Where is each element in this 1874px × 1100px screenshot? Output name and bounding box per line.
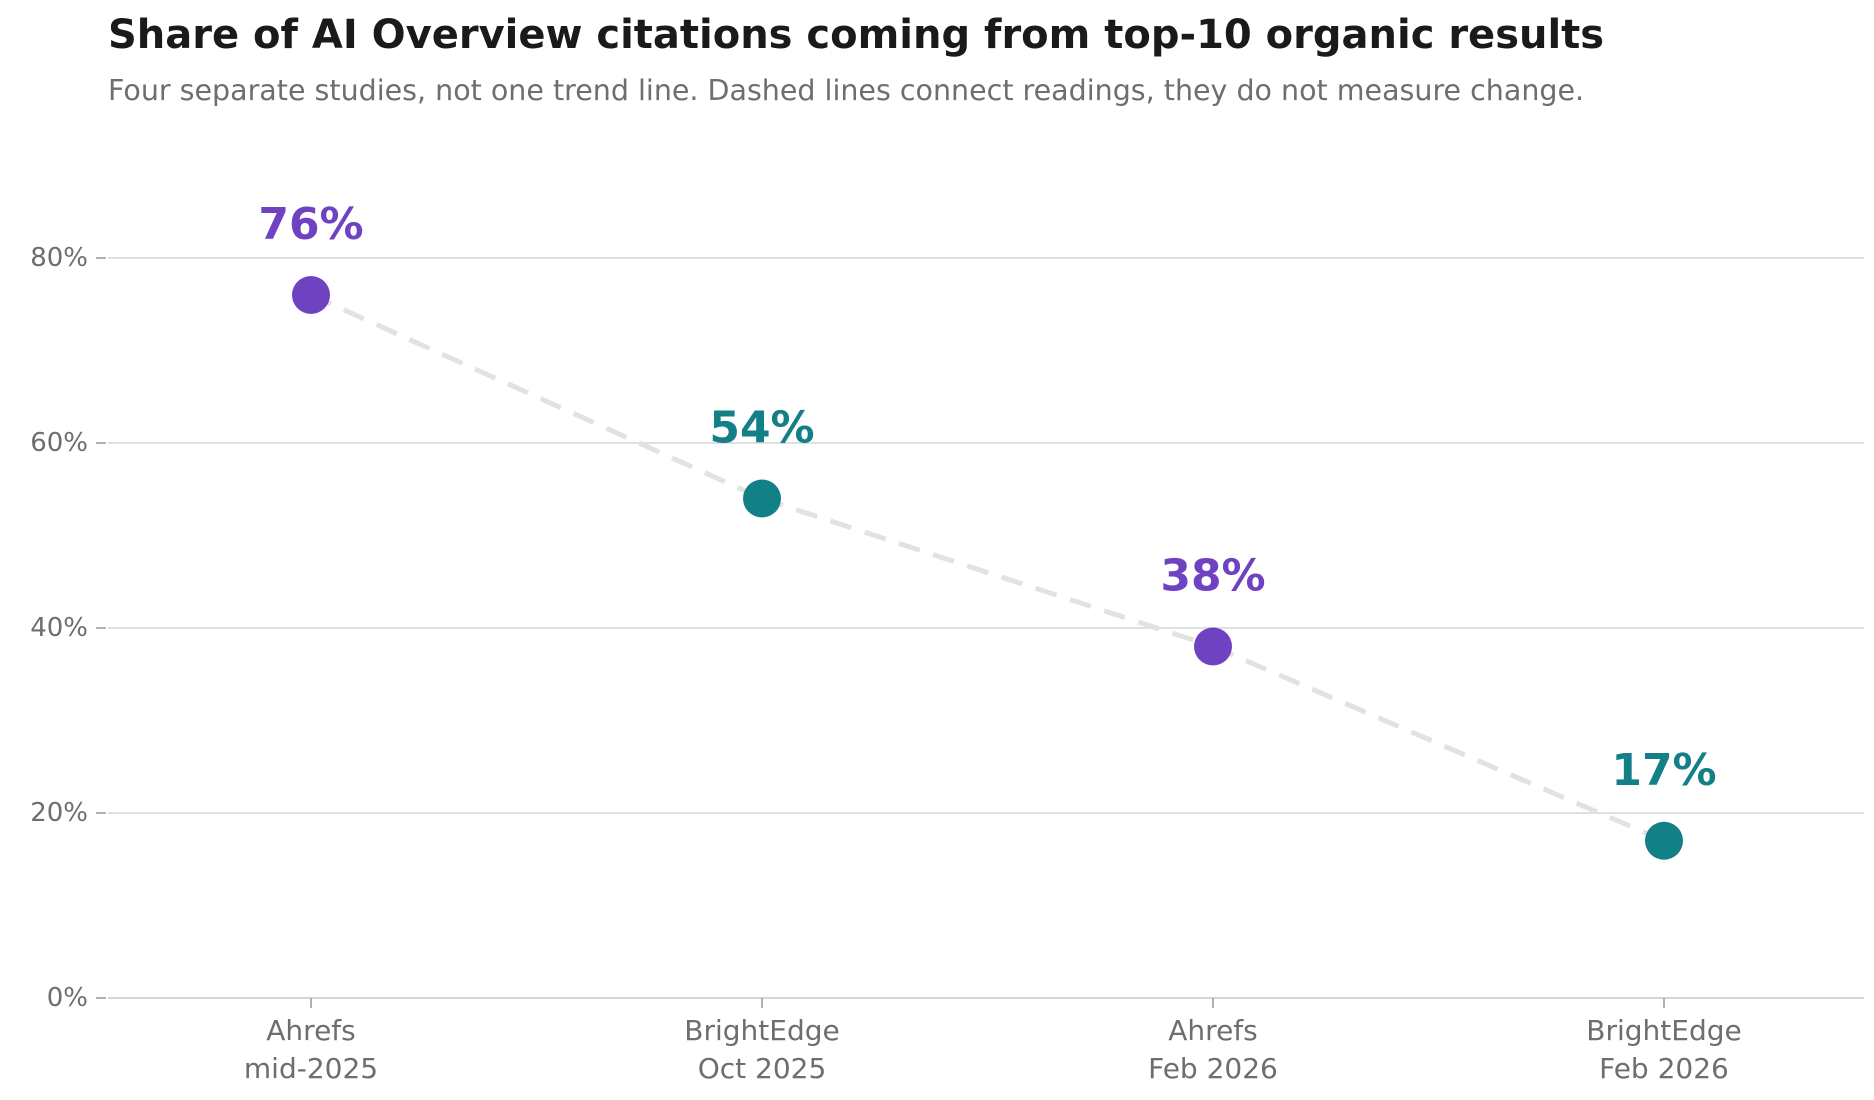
x-tick-label: BrightEdge	[1586, 1014, 1741, 1047]
data-point	[292, 276, 330, 314]
y-tick-label: 60%	[30, 428, 88, 458]
y-tick-label: 0%	[47, 983, 88, 1013]
y-tick-label: 20%	[30, 798, 88, 828]
connector-line	[1212, 644, 1665, 844]
x-tick-label: mid-2025	[244, 1052, 378, 1085]
data-point	[1194, 627, 1232, 666]
x-tick-label: Oct 2025	[698, 1052, 827, 1085]
connector-line	[761, 496, 1214, 649]
connector-line	[309, 292, 764, 501]
data-label: 54%	[709, 403, 814, 454]
data-point	[743, 479, 781, 518]
data-point	[1645, 821, 1683, 860]
data-label: 17%	[1611, 745, 1716, 796]
x-tick-label: BrightEdge	[684, 1014, 839, 1047]
x-tick-label: Feb 2026	[1148, 1052, 1278, 1085]
y-tick-label: 80%	[30, 243, 88, 273]
x-tick-label: Ahrefs	[266, 1014, 355, 1047]
chart-title: Share of AI Overview citations coming fr…	[108, 12, 1605, 58]
data-label: 38%	[1160, 551, 1265, 602]
x-tick-label: Feb 2026	[1599, 1052, 1729, 1085]
data-label: 76%	[258, 199, 363, 250]
x-tick-label: Ahrefs	[1168, 1014, 1257, 1047]
y-tick-label: 40%	[30, 613, 88, 643]
chart-subtitle: Four separate studies, not one trend lin…	[108, 74, 1585, 107]
